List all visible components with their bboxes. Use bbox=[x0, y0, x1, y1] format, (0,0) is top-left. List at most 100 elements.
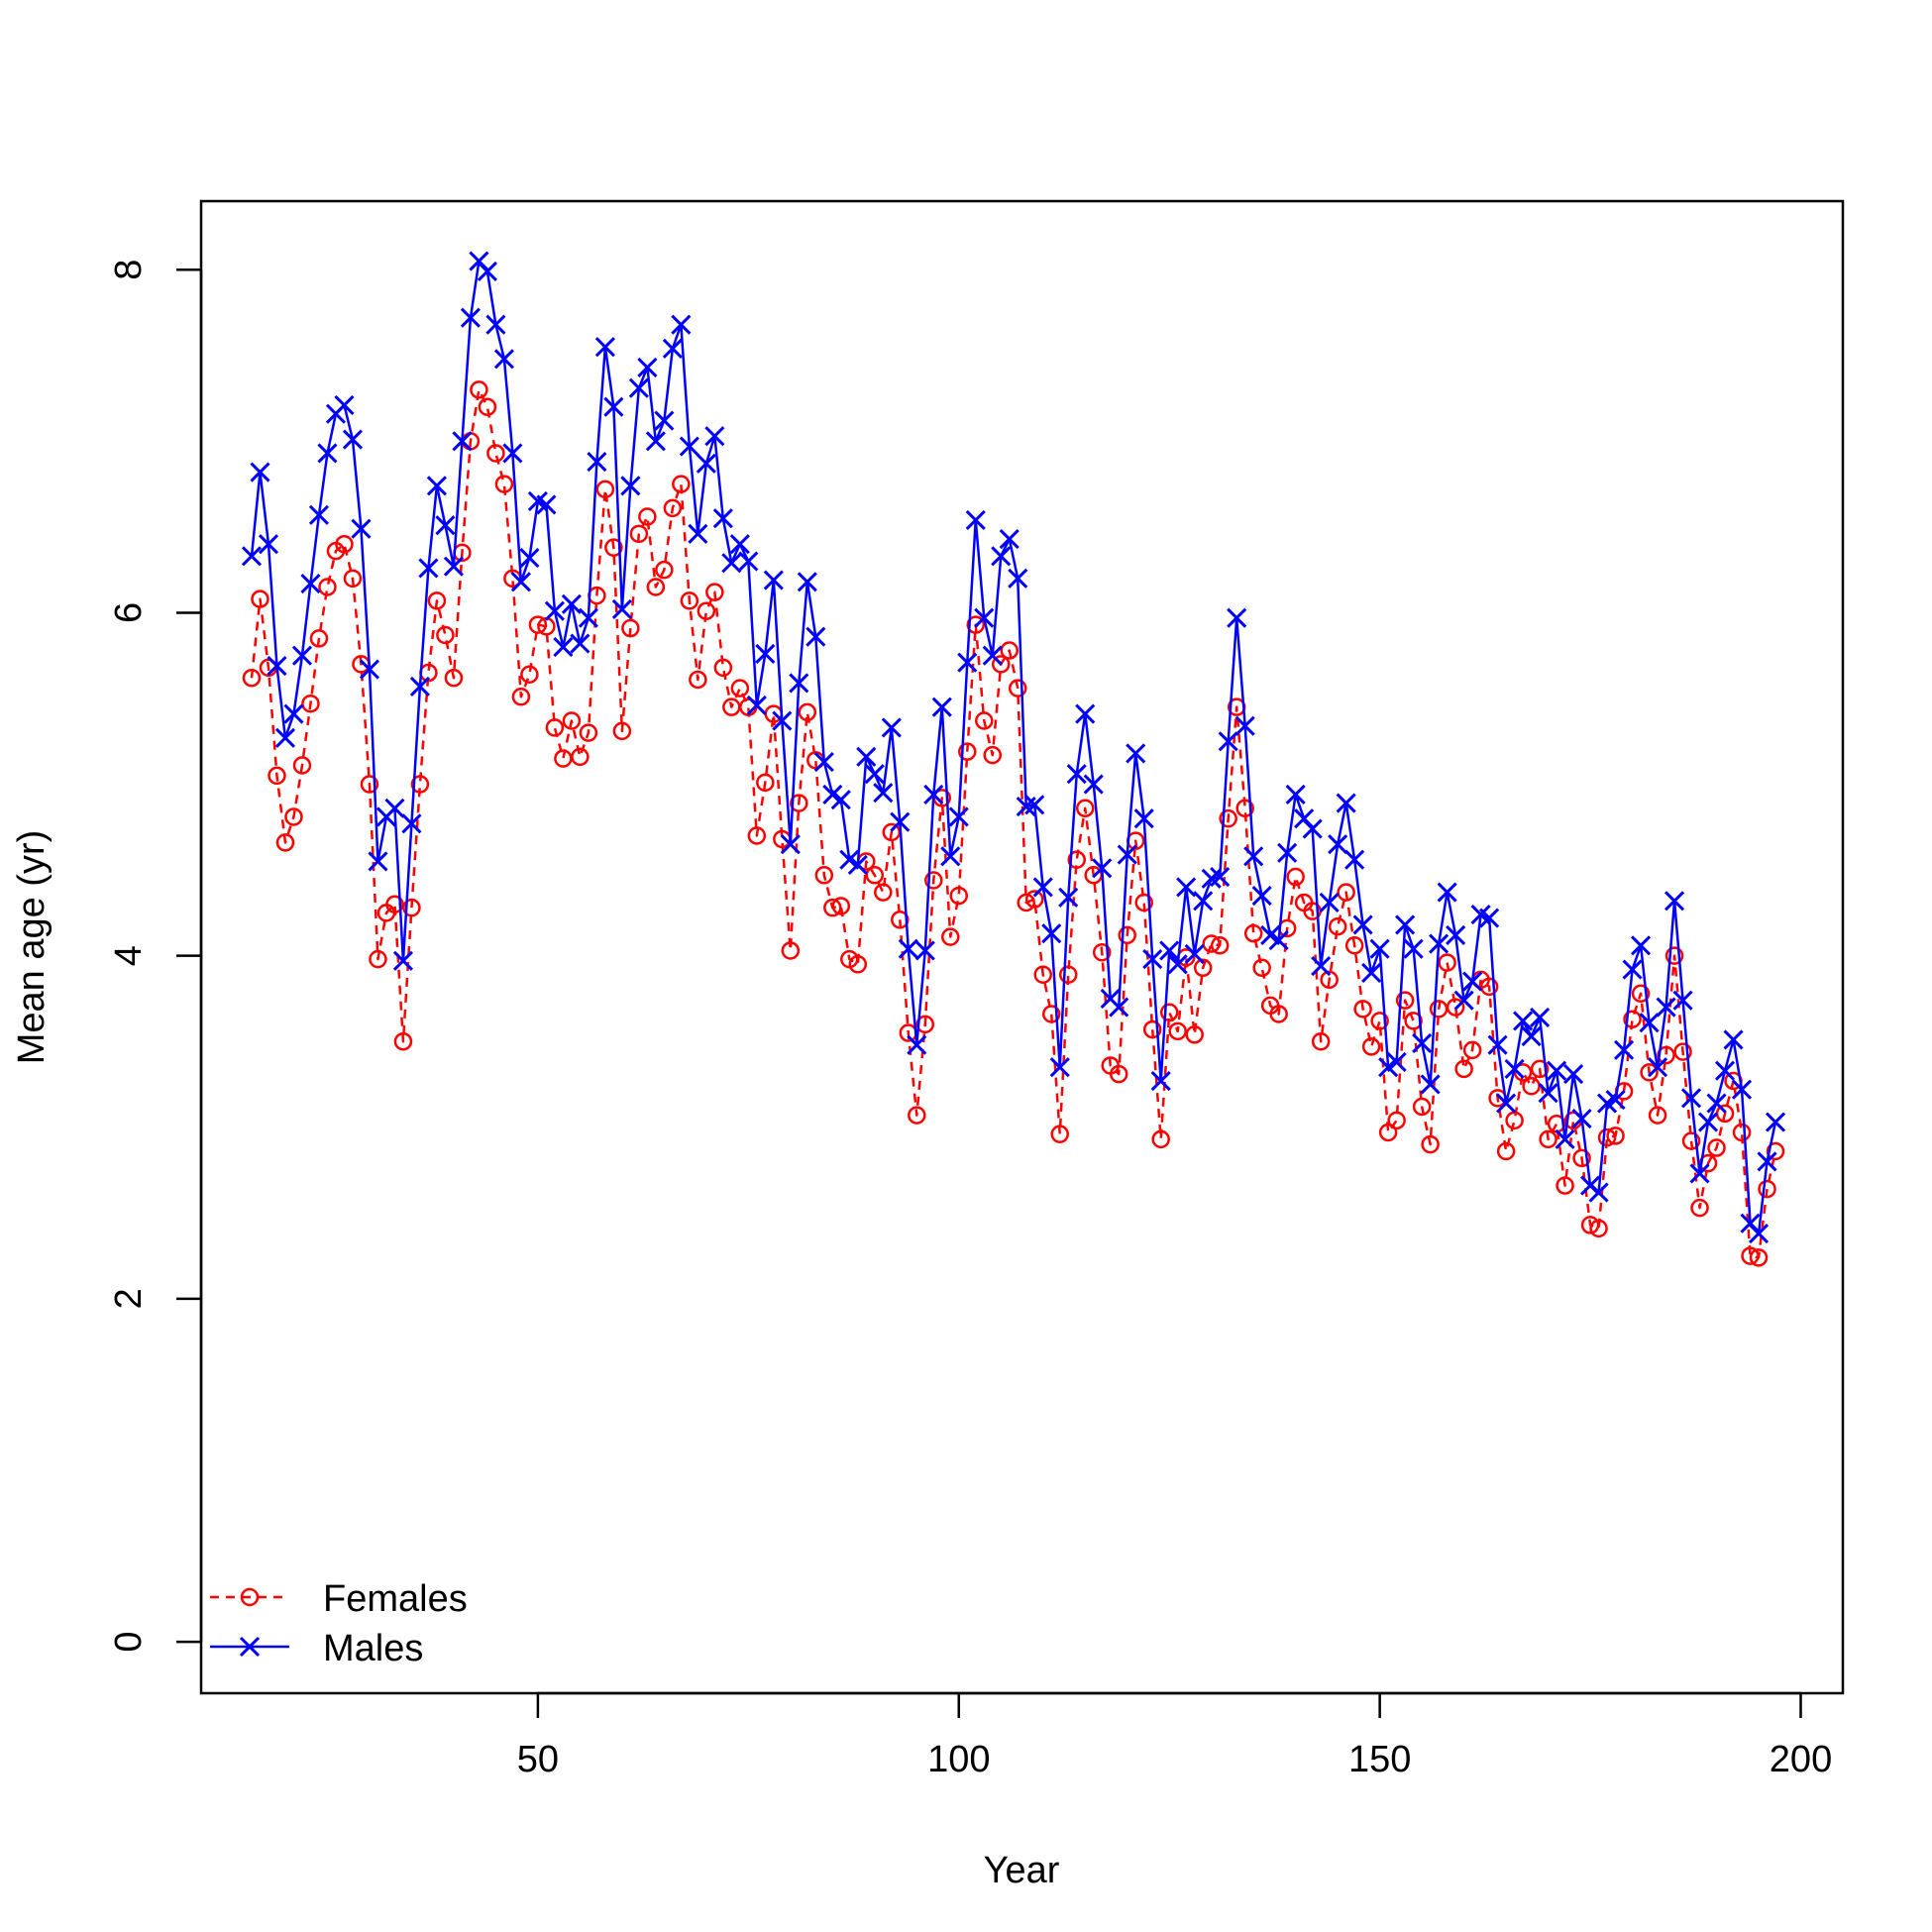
data-point-males bbox=[1437, 882, 1457, 903]
data-point-males bbox=[1133, 808, 1154, 829]
data-point-females bbox=[1522, 1076, 1541, 1096]
data-point-males bbox=[1487, 1034, 1508, 1055]
data-point-males bbox=[587, 452, 607, 473]
y-tick-label: 4 bbox=[108, 945, 150, 966]
data-point-males bbox=[1462, 971, 1483, 992]
data-point-males bbox=[1268, 930, 1289, 951]
series-line-males bbox=[250, 260, 1777, 1235]
data-point-females bbox=[1009, 679, 1027, 698]
data-point-males bbox=[594, 337, 615, 358]
data-point-males bbox=[317, 443, 338, 464]
data-point-males bbox=[1328, 834, 1348, 855]
data-point-males bbox=[1614, 1039, 1635, 1060]
data-point-males bbox=[999, 528, 1020, 550]
data-point-males bbox=[553, 637, 574, 658]
data-point-males bbox=[1403, 938, 1424, 959]
data-point-males bbox=[1361, 962, 1382, 984]
data-point-males bbox=[780, 834, 801, 855]
data-point-males bbox=[620, 476, 641, 496]
data-point-females bbox=[562, 711, 582, 730]
data-point-females bbox=[646, 578, 666, 596]
data-point-females bbox=[992, 655, 1011, 674]
data-point-males bbox=[738, 551, 759, 572]
data-point-females bbox=[1361, 1037, 1381, 1056]
data-point-females bbox=[1404, 1012, 1423, 1030]
data-point-females bbox=[1690, 1198, 1709, 1218]
data-point-females bbox=[1109, 1064, 1128, 1084]
data-point-males bbox=[628, 377, 649, 398]
data-point-females bbox=[1597, 1127, 1617, 1147]
data-point-females bbox=[1648, 1106, 1667, 1125]
data-point-females bbox=[1539, 1129, 1557, 1149]
data-point-females bbox=[966, 615, 986, 634]
data-point-females bbox=[1395, 991, 1415, 1010]
data-point-males bbox=[813, 751, 834, 773]
data-point-females bbox=[1235, 799, 1254, 818]
data-point-males bbox=[881, 717, 902, 738]
data-point-males bbox=[1167, 954, 1188, 975]
data-point-males bbox=[510, 572, 531, 592]
data-point-females bbox=[478, 397, 497, 416]
data-point-males bbox=[1656, 997, 1676, 1018]
data-point-males bbox=[1479, 908, 1500, 928]
data-point-females bbox=[848, 955, 868, 974]
data-point-females bbox=[908, 1106, 926, 1125]
data-point-males bbox=[746, 695, 767, 715]
data-point-females bbox=[756, 773, 775, 793]
data-point-males bbox=[1352, 914, 1373, 935]
data-point-females bbox=[402, 898, 421, 917]
data-point-males bbox=[241, 546, 263, 567]
data-point-females bbox=[689, 670, 707, 690]
data-point-males bbox=[704, 426, 725, 447]
data-point-males bbox=[1285, 784, 1306, 805]
data-point-males bbox=[1117, 844, 1137, 865]
data-point-females bbox=[444, 668, 464, 688]
data-point-males bbox=[1184, 943, 1205, 964]
data-point-females bbox=[612, 721, 632, 741]
data-point-males bbox=[611, 598, 632, 620]
data-point-males bbox=[1218, 731, 1238, 752]
data-point-males bbox=[1429, 933, 1449, 954]
data-point-males bbox=[250, 462, 270, 483]
series-males bbox=[241, 251, 1786, 1244]
data-point-males bbox=[1150, 1070, 1171, 1092]
data-point-males bbox=[258, 534, 279, 555]
data-point-males bbox=[283, 703, 304, 724]
data-point-males bbox=[1689, 1163, 1710, 1184]
data-point-males bbox=[1319, 892, 1340, 913]
data-point-males bbox=[1538, 1083, 1558, 1104]
data-point-males bbox=[267, 656, 287, 677]
data-point-males bbox=[957, 652, 978, 673]
data-point-males bbox=[308, 504, 330, 525]
data-point-males bbox=[898, 938, 918, 959]
data-point-males bbox=[931, 697, 952, 717]
data-point-males bbox=[1083, 774, 1104, 795]
data-point-females bbox=[1732, 1123, 1752, 1142]
data-point-females bbox=[1252, 958, 1271, 978]
data-point-females bbox=[1092, 942, 1112, 962]
data-point-females bbox=[1580, 1216, 1600, 1234]
data-point-males bbox=[1041, 923, 1062, 944]
data-point-males bbox=[536, 494, 557, 515]
data-point-males bbox=[654, 410, 675, 431]
data-point-males bbox=[274, 727, 296, 748]
data-point-females bbox=[1311, 1031, 1331, 1051]
data-point-females bbox=[545, 718, 565, 737]
data-point-males bbox=[1092, 858, 1113, 879]
data-point-females bbox=[1462, 1040, 1482, 1060]
data-point-males bbox=[1049, 1057, 1070, 1078]
data-point-males bbox=[1622, 959, 1643, 980]
data-point-males bbox=[1664, 891, 1685, 912]
data-point-males bbox=[1571, 1109, 1592, 1129]
data-point-males bbox=[940, 846, 961, 867]
data-point-females bbox=[604, 538, 623, 557]
data-point-females bbox=[1673, 1042, 1692, 1061]
data-point-males bbox=[342, 429, 364, 450]
data-point-females bbox=[1320, 970, 1339, 990]
data-point-females bbox=[1050, 1125, 1069, 1143]
data-point-females bbox=[318, 578, 337, 596]
data-point-males bbox=[1024, 795, 1045, 815]
data-point-females bbox=[427, 591, 447, 610]
data-point-females bbox=[1269, 1005, 1288, 1023]
data-point-males bbox=[1446, 924, 1466, 945]
